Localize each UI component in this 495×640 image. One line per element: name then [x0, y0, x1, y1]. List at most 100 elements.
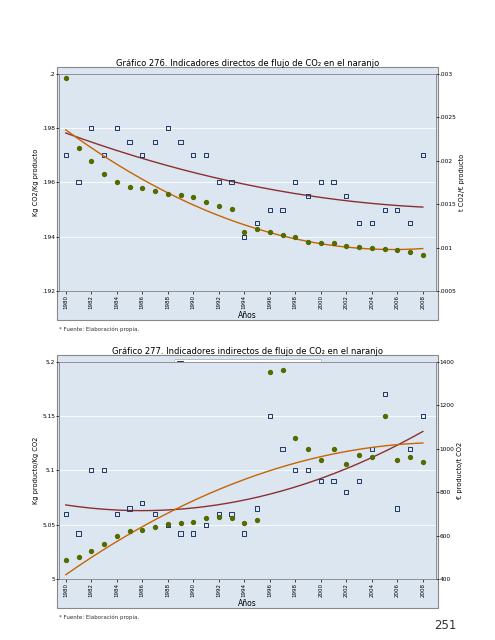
Point — [394, 454, 401, 465]
Point — [228, 204, 236, 214]
Point — [100, 465, 108, 476]
Point — [113, 509, 121, 519]
X-axis label: Años: Años — [238, 599, 257, 608]
Point — [253, 504, 261, 514]
Point — [138, 150, 146, 160]
Point — [164, 520, 172, 530]
Point — [266, 367, 274, 378]
Point — [292, 177, 299, 188]
Point — [419, 150, 427, 160]
Point — [253, 218, 261, 228]
Point — [215, 177, 223, 188]
Point — [202, 520, 210, 530]
Point — [330, 476, 338, 486]
Point — [100, 168, 108, 179]
Point — [177, 529, 185, 539]
X-axis label: Años: Años — [238, 311, 257, 320]
Point — [75, 529, 83, 539]
Point — [75, 552, 83, 563]
Point — [279, 230, 287, 240]
Point — [126, 526, 134, 536]
Point — [304, 465, 312, 476]
Point — [368, 452, 376, 463]
Point — [241, 518, 248, 528]
Point — [304, 236, 312, 246]
Point — [381, 411, 389, 421]
Point — [151, 509, 159, 519]
Point — [87, 156, 95, 166]
Point — [215, 512, 223, 522]
Point — [177, 518, 185, 528]
Y-axis label: Kg CO2/Kg producto: Kg CO2/Kg producto — [34, 148, 40, 216]
Point — [343, 191, 350, 201]
Point — [241, 529, 248, 539]
Point — [126, 182, 134, 192]
Point — [100, 540, 108, 550]
Point — [62, 554, 70, 564]
Point — [62, 509, 70, 519]
Point — [62, 150, 70, 160]
Point — [419, 456, 427, 467]
Point — [381, 243, 389, 253]
Point — [368, 444, 376, 454]
Point — [406, 444, 414, 454]
Point — [279, 444, 287, 454]
Point — [381, 389, 389, 399]
Point — [164, 518, 172, 529]
Point — [190, 516, 198, 527]
Point — [202, 513, 210, 524]
Point — [304, 444, 312, 454]
Point — [355, 242, 363, 252]
Point — [406, 247, 414, 257]
Text: * Fuente: Elaboración propia.: * Fuente: Elaboración propia. — [59, 614, 140, 620]
Point — [355, 218, 363, 228]
Point — [126, 136, 134, 147]
Point — [164, 189, 172, 199]
Text: 251: 251 — [434, 620, 457, 632]
Point — [215, 201, 223, 211]
Point — [87, 546, 95, 556]
Point — [151, 186, 159, 196]
Point — [190, 150, 198, 160]
Point — [419, 411, 427, 421]
Point — [62, 73, 70, 83]
Point — [266, 411, 274, 421]
Point — [394, 245, 401, 255]
Point — [292, 465, 299, 476]
Point — [419, 250, 427, 260]
Y-axis label: t CO2/€ producto: t CO2/€ producto — [459, 154, 465, 211]
Point — [215, 509, 223, 519]
Point — [202, 197, 210, 207]
Point — [394, 504, 401, 514]
Point — [177, 190, 185, 200]
Y-axis label: € producto/t CO2: € producto/t CO2 — [457, 442, 463, 499]
Point — [343, 487, 350, 497]
Point — [330, 444, 338, 454]
Point — [317, 177, 325, 188]
Point — [177, 136, 185, 147]
Legend: Kg CO2/Kg producto, t CO2/€ producto: Kg CO2/Kg producto, t CO2/€ producto — [174, 359, 321, 371]
Point — [266, 227, 274, 237]
Point — [368, 243, 376, 253]
Point — [241, 227, 248, 237]
Point — [75, 177, 83, 188]
Point — [113, 177, 121, 188]
Point — [113, 531, 121, 541]
Point — [406, 218, 414, 228]
Point — [279, 365, 287, 376]
Point — [343, 459, 350, 469]
Point — [330, 238, 338, 248]
Point — [406, 452, 414, 463]
Point — [202, 150, 210, 160]
Point — [190, 529, 198, 539]
Point — [253, 515, 261, 525]
Point — [355, 476, 363, 486]
Point — [151, 136, 159, 147]
Point — [368, 218, 376, 228]
Point — [138, 498, 146, 508]
Point — [317, 238, 325, 248]
Point — [151, 522, 159, 532]
Point — [87, 123, 95, 133]
Point — [164, 123, 172, 133]
Point — [113, 123, 121, 133]
